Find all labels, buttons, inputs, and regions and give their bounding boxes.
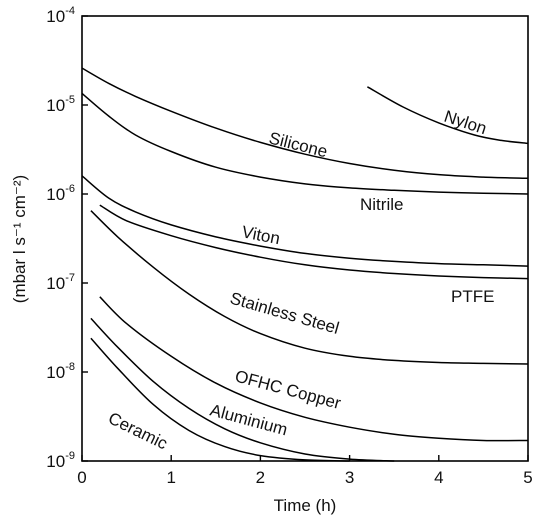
x-axis-ticks: 0 1 2 3 4 5 [77,455,533,487]
curve-nylon [367,86,529,145]
label-ofhc-copper: OFHC Copper [233,367,343,414]
curve-ptfe [99,204,529,280]
x-axis-title: Time (h) [274,496,337,515]
x-tick-label: 2 [256,468,265,487]
label-aluminium: Aluminium [208,401,290,440]
curve-ofhc-copper [99,296,529,442]
label-viton: Viton [240,222,281,248]
y-tick-label: 10-4 [46,5,75,26]
curve-ceramic [90,337,350,462]
series-labels: Nylon Silicone Nitrile Viton PTFE Stainless S… [105,107,494,454]
x-tick-label: 3 [345,468,354,487]
label-silicone: Silicone [267,128,329,161]
y-axis-ticks: 10-9 10-8 10-7 10-6 10-5 10-4 [46,5,88,471]
y-tick-label: 10-6 [46,183,75,204]
curve-stainless-steel [90,210,529,365]
curve-silicone [81,67,529,180]
y-axis-title: (mbar l s⁻¹ cm⁻²) [10,175,29,303]
x-tick-label: 5 [523,468,532,487]
label-nitrile: Nitrile [360,195,403,214]
label-nylon: Nylon [442,107,489,139]
x-tick-label: 4 [434,468,443,487]
y-tick-label: 10-5 [46,94,75,115]
label-ptfe: PTFE [451,287,494,306]
label-stainless-steel: Stainless Steel [228,289,341,338]
y-tick-label: 10-9 [46,450,75,471]
curve-aluminium [90,317,395,462]
x-tick-label: 1 [166,468,175,487]
y-tick-label: 10-8 [46,361,75,382]
label-ceramic: Ceramic [105,409,171,454]
curve-viton [81,175,529,267]
series-curves [81,67,529,462]
curve-nitrile [81,92,529,195]
plot-frame [81,15,529,462]
x-tick-label: 0 [77,468,86,487]
y-tick-label: 10-7 [46,272,75,293]
